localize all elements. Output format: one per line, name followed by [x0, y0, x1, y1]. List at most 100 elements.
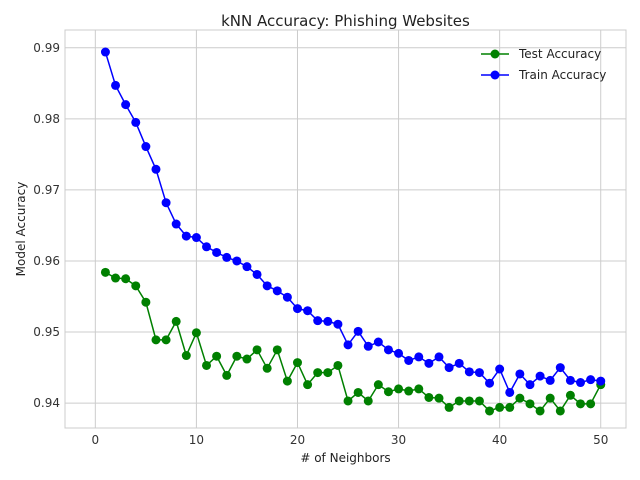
test-accuracy-point — [333, 360, 343, 370]
train-accuracy-point — [111, 80, 121, 90]
test-accuracy-point — [252, 345, 262, 355]
test-accuracy-point — [303, 380, 313, 390]
y-tick-label: 0.95 — [33, 325, 60, 339]
test-accuracy-point — [232, 351, 242, 361]
test-accuracy-point — [383, 387, 393, 397]
grid — [65, 30, 626, 428]
test-accuracy-point — [121, 274, 131, 284]
test-accuracy-point — [353, 387, 363, 397]
train-accuracy-point — [373, 337, 383, 347]
test-accuracy-point — [565, 390, 575, 400]
train-accuracy-point — [141, 142, 151, 152]
train-accuracy-point — [555, 363, 565, 373]
train-accuracy-point — [212, 247, 222, 257]
train-accuracy-point — [444, 363, 454, 373]
train-accuracy-point — [394, 348, 404, 358]
train-accuracy-point — [545, 375, 555, 385]
test-accuracy-point — [151, 335, 161, 345]
test-accuracy-point — [282, 376, 292, 386]
test-accuracy-point — [141, 297, 151, 307]
train-accuracy-point — [121, 100, 131, 110]
test-accuracy-point — [464, 396, 474, 406]
test-accuracy-point — [495, 402, 505, 412]
train-accuracy-point — [323, 316, 333, 326]
test-accuracy-point — [404, 386, 414, 396]
test-accuracy-point — [131, 281, 141, 291]
test-accuracy-point — [242, 354, 252, 364]
train-accuracy-point — [464, 367, 474, 377]
legend-marker-train — [490, 70, 500, 80]
test-accuracy-point — [505, 402, 515, 412]
train-accuracy-point — [303, 306, 313, 316]
train-accuracy-point — [252, 269, 262, 279]
train-accuracy-point — [161, 198, 171, 208]
train-accuracy-point — [424, 358, 434, 368]
test-accuracy-point — [100, 267, 110, 277]
x-tick-label: 20 — [290, 433, 305, 447]
train-accuracy-point — [576, 378, 586, 388]
plot-frame — [64, 29, 627, 429]
test-accuracy-point — [444, 402, 454, 412]
test-accuracy-point — [414, 384, 424, 394]
train-accuracy-point — [100, 47, 110, 57]
test-accuracy-point — [373, 380, 383, 390]
train-accuracy-point — [474, 368, 484, 378]
train-accuracy-point — [586, 375, 596, 385]
x-tick-label: 10 — [189, 433, 204, 447]
test-accuracy-point — [343, 396, 353, 406]
x-tick-label: 40 — [492, 433, 507, 447]
series-layer — [100, 47, 606, 416]
train-accuracy-point — [191, 233, 201, 243]
test-accuracy-point — [292, 358, 302, 368]
train-accuracy-point — [272, 286, 282, 296]
train-accuracy-point — [131, 117, 141, 127]
test-accuracy-point — [202, 360, 212, 370]
train-accuracy-point — [292, 304, 302, 314]
test-accuracy-point — [171, 316, 181, 326]
test-accuracy-point — [363, 396, 373, 406]
train-accuracy-point — [535, 371, 545, 381]
train-accuracy-point — [505, 387, 515, 397]
x-tick-label: 50 — [593, 433, 608, 447]
legend-marker-test — [490, 49, 500, 59]
legend: Test Accuracy Train Accuracy — [481, 47, 606, 82]
test-accuracy-point — [323, 368, 333, 378]
y-tick-label: 0.98 — [33, 112, 60, 126]
train-accuracy-point — [485, 378, 495, 388]
train-accuracy-point — [151, 164, 161, 174]
y-tick-label: 0.96 — [33, 254, 60, 268]
test-accuracy-point — [181, 351, 191, 361]
tick-labels: 0 10 20 30 40 50 0.94 0.95 0.96 0.97 0.98 0.99 — [33, 41, 608, 447]
train-accuracy-point — [414, 352, 424, 362]
test-accuracy-point — [576, 399, 586, 409]
train-accuracy-point — [454, 358, 464, 368]
legend-label-test: Test Accuracy — [518, 47, 601, 61]
y-tick-label: 0.94 — [33, 396, 60, 410]
test-accuracy-point — [111, 273, 121, 283]
test-accuracy-point — [212, 351, 222, 361]
train-accuracy-point — [515, 369, 525, 379]
train-accuracy-point — [525, 380, 535, 390]
test-accuracy-point — [485, 406, 495, 416]
test-accuracy-point — [424, 392, 434, 402]
x-tick-label: 0 — [92, 433, 100, 447]
train-accuracy-point — [313, 316, 323, 326]
chart-title: kNN Accuracy: Phishing Websites — [221, 12, 470, 30]
train-accuracy-point — [495, 364, 505, 374]
test-accuracy-point — [313, 368, 323, 378]
plot-area — [65, 30, 626, 428]
train-accuracy-point — [282, 292, 292, 302]
test-accuracy-point — [272, 345, 282, 355]
y-tick-label: 0.99 — [33, 41, 60, 55]
y-axis-label: Model Accuracy — [14, 182, 28, 277]
train-accuracy-point — [262, 281, 272, 291]
train-accuracy-point — [171, 219, 181, 229]
test-accuracy-point — [525, 399, 535, 409]
train-accuracy-point — [434, 352, 444, 362]
test-accuracy-point — [394, 384, 404, 394]
train-accuracy-point — [202, 242, 212, 252]
x-tick-label: 30 — [391, 433, 406, 447]
x-axis-label: # of Neighbors — [300, 451, 390, 465]
train-accuracy-point — [232, 256, 242, 266]
